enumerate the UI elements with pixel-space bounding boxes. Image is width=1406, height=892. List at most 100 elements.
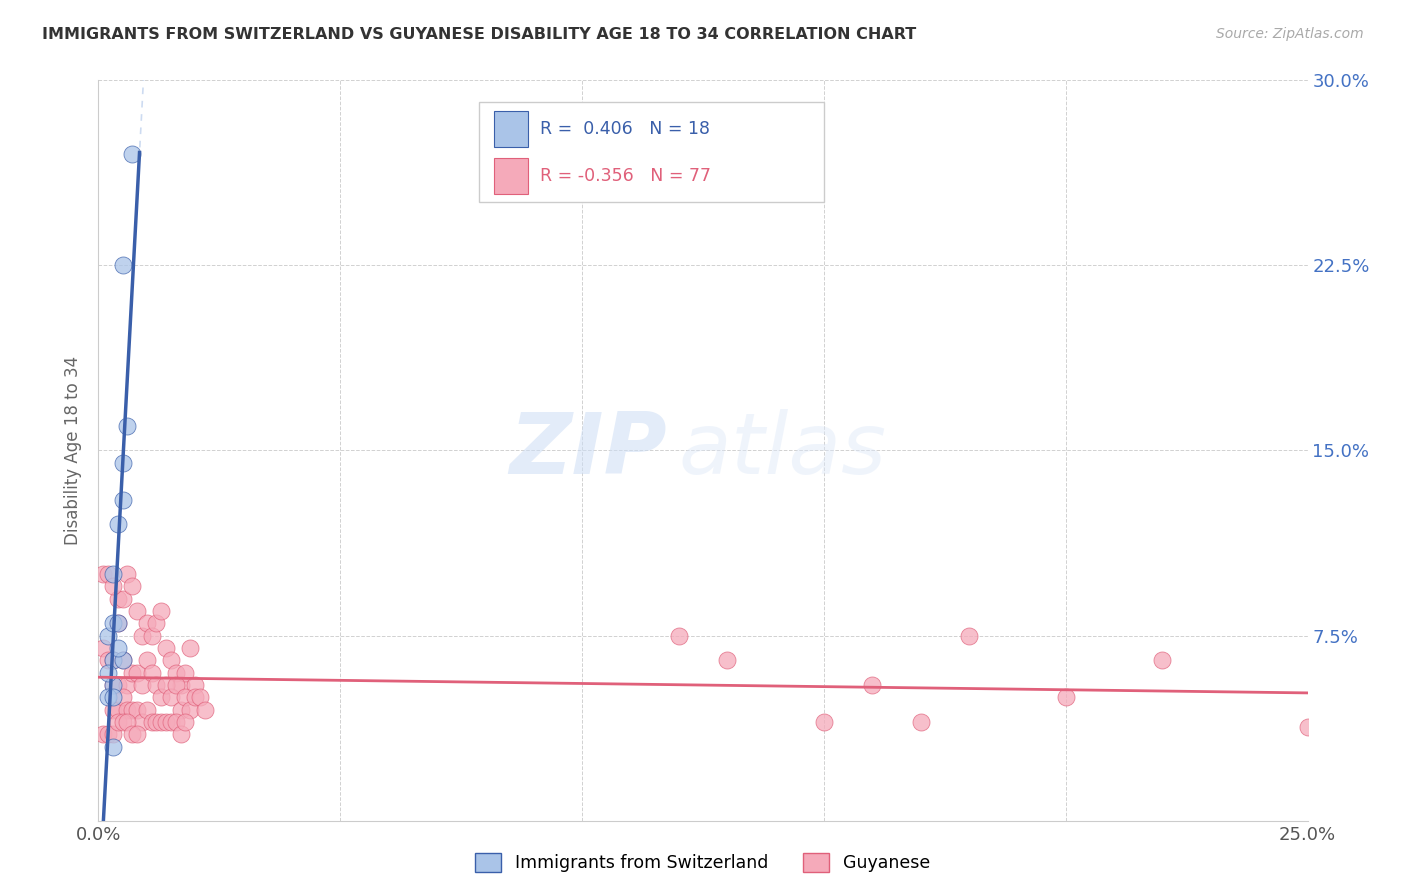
Point (135, 703, 157, 717)
Point (111, 690, 134, 705)
Point (91, 566, 114, 581)
Point (97, 665, 120, 680)
Point (101, 727, 124, 741)
Point (127, 727, 149, 741)
Point (127, 703, 149, 717)
Point (117, 418, 139, 433)
Point (101, 690, 124, 705)
Text: atlas: atlas (679, 409, 887, 492)
Point (101, 678, 124, 692)
Point (101, 739, 124, 754)
Text: Source: ZipAtlas.com: Source: ZipAtlas.com (1216, 27, 1364, 41)
Point (107, 703, 129, 717)
FancyBboxPatch shape (479, 103, 824, 202)
Point (97, 628, 120, 642)
Point (145, 616, 167, 631)
Point (101, 678, 124, 692)
Point (179, 703, 201, 717)
Point (1054, 690, 1077, 705)
Point (160, 653, 183, 667)
Point (135, 653, 157, 667)
Point (160, 690, 183, 705)
Point (131, 628, 153, 642)
Point (165, 678, 187, 692)
Point (668, 628, 690, 642)
Point (141, 665, 163, 680)
Text: R =  0.406   N = 18: R = 0.406 N = 18 (540, 120, 710, 138)
Point (184, 690, 207, 705)
Point (107, 616, 129, 631)
Point (111, 258, 134, 272)
Point (194, 703, 217, 717)
Point (179, 640, 201, 655)
Point (160, 714, 183, 729)
Point (97, 653, 120, 667)
Point (107, 517, 129, 532)
FancyBboxPatch shape (494, 158, 527, 194)
Point (97, 727, 120, 741)
Point (111, 714, 134, 729)
FancyBboxPatch shape (494, 112, 527, 147)
Point (155, 714, 177, 729)
Point (127, 665, 149, 680)
Point (117, 714, 139, 729)
Point (141, 714, 163, 729)
Point (813, 714, 835, 729)
Point (150, 690, 173, 705)
Point (169, 727, 191, 741)
Point (155, 678, 177, 692)
Point (91, 727, 114, 741)
Point (107, 616, 129, 631)
Y-axis label: Disability Age 18 to 34: Disability Age 18 to 34 (65, 356, 83, 545)
Point (127, 604, 149, 618)
Text: ZIP: ZIP (509, 409, 666, 492)
Text: R = -0.356   N = 77: R = -0.356 N = 77 (540, 167, 711, 185)
Point (150, 604, 173, 618)
Point (107, 678, 129, 692)
Point (174, 665, 197, 680)
Point (141, 628, 163, 642)
Point (1152, 653, 1174, 667)
Point (111, 591, 134, 606)
Point (910, 714, 932, 729)
Point (101, 653, 124, 667)
Point (150, 714, 173, 729)
Point (91, 640, 114, 655)
Point (101, 566, 124, 581)
Point (174, 714, 197, 729)
Point (145, 714, 167, 729)
Point (97, 566, 120, 581)
Point (117, 703, 139, 717)
Point (169, 678, 191, 692)
Point (135, 616, 157, 631)
Point (165, 714, 187, 729)
Point (117, 566, 139, 581)
Point (121, 147, 143, 161)
Point (111, 456, 134, 470)
Point (121, 665, 143, 680)
Point (155, 640, 177, 655)
Point (117, 678, 139, 692)
Point (860, 678, 883, 692)
Point (107, 640, 129, 655)
Point (121, 579, 143, 593)
Point (101, 703, 124, 717)
Point (101, 653, 124, 667)
Point (131, 678, 153, 692)
Point (184, 678, 207, 692)
Point (957, 628, 980, 642)
Point (716, 653, 738, 667)
Point (111, 492, 134, 507)
Point (121, 727, 143, 741)
Point (111, 653, 134, 667)
Point (111, 653, 134, 667)
Point (107, 714, 129, 729)
Point (174, 690, 197, 705)
Point (169, 703, 191, 717)
Text: IMMIGRANTS FROM SWITZERLAND VS GUYANESE DISABILITY AGE 18 TO 34 CORRELATION CHAR: IMMIGRANTS FROM SWITZERLAND VS GUYANESE … (42, 27, 917, 42)
Point (1296, 720, 1319, 734)
Point (101, 579, 124, 593)
Point (188, 690, 211, 705)
Point (165, 665, 187, 680)
Point (145, 678, 167, 692)
